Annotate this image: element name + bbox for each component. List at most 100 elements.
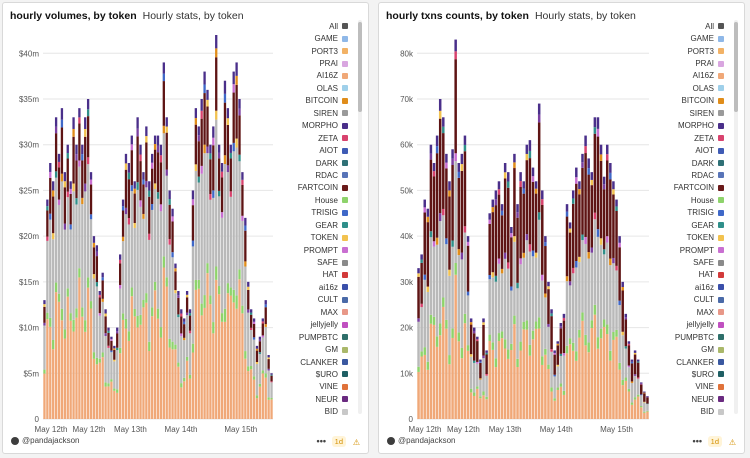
- bar-segment[interactable]: [562, 355, 566, 391]
- bar-segment[interactable]: [267, 355, 270, 358]
- legend-item[interactable]: SAFE: [644, 256, 724, 268]
- bar-segment[interactable]: [646, 397, 649, 404]
- legend-scrollbar[interactable]: [734, 20, 738, 414]
- bar-segment[interactable]: [596, 236, 600, 338]
- bar-segment[interactable]: [482, 318, 485, 323]
- bar-segment[interactable]: [612, 194, 615, 258]
- bar-segment[interactable]: [627, 367, 631, 389]
- bar-segment[interactable]: [81, 197, 84, 205]
- bar-segment[interactable]: [232, 142, 235, 152]
- bar-segment[interactable]: [469, 388, 473, 393]
- bar-segment[interactable]: [165, 132, 168, 170]
- bar-segment[interactable]: [84, 136, 87, 184]
- bar-segment[interactable]: [537, 122, 541, 213]
- bar-segment[interactable]: [145, 302, 148, 419]
- bar-segment[interactable]: [127, 340, 131, 419]
- bar-segment[interactable]: [261, 318, 264, 322]
- bar-segment[interactable]: [98, 358, 101, 363]
- bar-segment[interactable]: [633, 374, 637, 376]
- bar-segment[interactable]: [466, 245, 470, 292]
- bar-segment[interactable]: [445, 328, 448, 419]
- bar-segment[interactable]: [463, 232, 467, 314]
- bar-segment[interactable]: [194, 118, 197, 125]
- bar-segment[interactable]: [78, 117, 81, 124]
- bar-segment[interactable]: [209, 304, 212, 419]
- legend-item[interactable]: All: [644, 20, 724, 32]
- bar-segment[interactable]: [426, 291, 430, 362]
- bar-segment[interactable]: [159, 155, 163, 163]
- bar-segment[interactable]: [646, 396, 649, 397]
- bar-segment[interactable]: [177, 297, 180, 315]
- bar-segment[interactable]: [183, 324, 186, 338]
- bar-segment[interactable]: [220, 177, 224, 213]
- bar-segment[interactable]: [206, 153, 209, 264]
- bar-segment[interactable]: [142, 307, 145, 419]
- bar-segment[interactable]: [636, 394, 640, 397]
- bar-segment[interactable]: [565, 353, 569, 419]
- bar-segment[interactable]: [130, 287, 133, 297]
- bar-segment[interactable]: [250, 365, 253, 370]
- bar-segment[interactable]: [596, 348, 600, 419]
- bar-segment[interactable]: [630, 404, 634, 419]
- bar-segment[interactable]: [565, 281, 569, 346]
- bar-segment[interactable]: [226, 124, 230, 166]
- bar-segment[interactable]: [54, 133, 58, 172]
- bar-segment[interactable]: [121, 210, 125, 237]
- legend-item[interactable]: SIREN: [268, 107, 348, 119]
- bar-segment[interactable]: [516, 288, 519, 359]
- bar-segment[interactable]: [101, 352, 104, 358]
- bar-segment[interactable]: [454, 59, 457, 154]
- bar-segment[interactable]: [562, 394, 566, 419]
- bar-segment[interactable]: [57, 161, 61, 168]
- bar-segment[interactable]: [497, 181, 501, 190]
- bar-segment[interactable]: [646, 410, 649, 412]
- bar-segment[interactable]: [615, 206, 618, 211]
- bar-segment[interactable]: [110, 379, 113, 382]
- bar-segment[interactable]: [203, 71, 206, 85]
- bar-segment[interactable]: [159, 337, 163, 419]
- bar-segment[interactable]: [174, 271, 177, 291]
- bar-segment[interactable]: [133, 188, 136, 194]
- bar-segment[interactable]: [217, 294, 221, 419]
- bar-segment[interactable]: [633, 354, 637, 375]
- bar-segment[interactable]: [420, 262, 423, 304]
- bar-segment[interactable]: [113, 359, 116, 362]
- bar-segment[interactable]: [624, 319, 628, 347]
- bar-segment[interactable]: [550, 349, 553, 352]
- bar-segment[interactable]: [618, 300, 621, 306]
- bar-segment[interactable]: [81, 204, 84, 308]
- bar-segment[interactable]: [497, 341, 501, 419]
- bar-segment[interactable]: [130, 135, 133, 145]
- bar-segment[interactable]: [136, 189, 139, 317]
- bar-segment[interactable]: [609, 179, 612, 259]
- bar-segment[interactable]: [627, 345, 631, 366]
- bar-segment[interactable]: [177, 362, 180, 367]
- bar-segment[interactable]: [130, 296, 133, 419]
- bar-segment[interactable]: [66, 296, 69, 419]
- bar-segment[interactable]: [180, 333, 183, 337]
- bar-segment[interactable]: [127, 224, 131, 332]
- bar-segment[interactable]: [544, 293, 547, 298]
- bar-segment[interactable]: [513, 241, 516, 316]
- bar-segment[interactable]: [267, 359, 270, 369]
- bar-segment[interactable]: [72, 183, 75, 192]
- bar-segment[interactable]: [469, 324, 473, 355]
- bar-segment[interactable]: [618, 242, 621, 248]
- bar-segment[interactable]: [75, 317, 78, 419]
- bar-segment[interactable]: [593, 127, 597, 134]
- bar-segment[interactable]: [438, 99, 442, 111]
- bar-segment[interactable]: [568, 228, 572, 233]
- bar-segment[interactable]: [528, 244, 532, 252]
- bar-segment[interactable]: [223, 164, 227, 309]
- bar-segment[interactable]: [559, 383, 563, 387]
- bar-segment[interactable]: [86, 116, 90, 158]
- bar-segment[interactable]: [491, 212, 495, 273]
- bar-segment[interactable]: [516, 367, 519, 419]
- bar-segment[interactable]: [203, 93, 206, 145]
- bar-segment[interactable]: [621, 287, 624, 291]
- bar-segment[interactable]: [602, 326, 606, 419]
- bar-segment[interactable]: [180, 383, 183, 388]
- bar-segment[interactable]: [145, 180, 148, 188]
- bar-segment[interactable]: [127, 179, 131, 218]
- bar-segment[interactable]: [643, 401, 646, 403]
